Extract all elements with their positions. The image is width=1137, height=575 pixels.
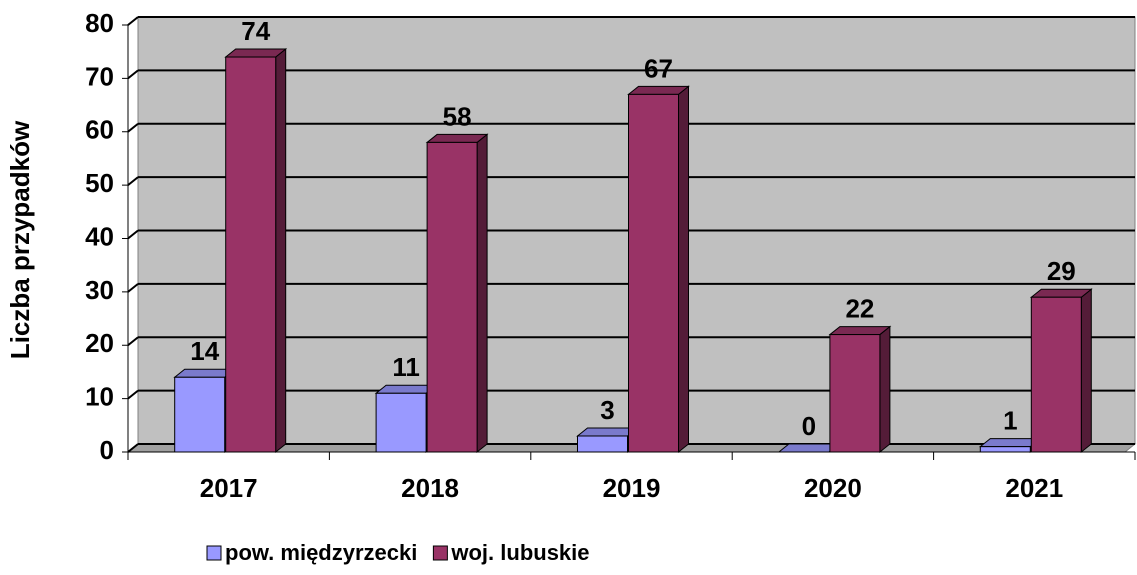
grid-line: [127, 336, 139, 347]
y-tick-label: 60: [85, 115, 114, 145]
data-label: 0: [802, 411, 816, 441]
data-label: 29: [1047, 256, 1076, 286]
bar-top: [627, 85, 690, 95]
grid-line: [127, 122, 139, 133]
grid-line: [127, 69, 139, 80]
data-label: 14: [190, 336, 219, 366]
bar: [829, 334, 881, 453]
data-label: 11: [392, 352, 420, 382]
grid-line: [127, 389, 139, 400]
y-tick-label: 0: [100, 435, 114, 465]
bar-side: [275, 47, 287, 454]
grid-line: [127, 229, 139, 240]
x-tick-label: 2017: [200, 473, 258, 503]
y-tick-label: 50: [85, 168, 114, 198]
bar-side: [476, 133, 488, 454]
y-tick-label: 30: [85, 275, 114, 305]
data-label: 1: [1003, 406, 1017, 436]
data-label: 22: [845, 293, 874, 323]
legend-swatch: [206, 545, 222, 561]
bar: [628, 93, 679, 453]
x-tick-label: 2018: [401, 473, 459, 503]
legend-label: pow. międzyrzecki: [225, 540, 417, 565]
grid-line: [127, 16, 139, 26]
x-tick-label: 2021: [1005, 473, 1063, 503]
bar: [577, 435, 628, 453]
y-tick-label: 80: [85, 8, 114, 38]
bar: [979, 446, 1031, 453]
bar: [174, 376, 226, 453]
bar: [426, 141, 478, 453]
data-label: 67: [644, 53, 673, 83]
bar: [375, 392, 427, 453]
bar-side: [1080, 288, 1092, 454]
bar-side: [678, 85, 689, 454]
data-label: 3: [600, 395, 614, 425]
grid-line: [127, 443, 139, 453]
bar-side: [879, 325, 891, 454]
y-tick-label: 10: [85, 382, 114, 412]
y-tick-label: 20: [85, 328, 114, 358]
x-tick-label: 2019: [603, 473, 661, 503]
grid-line: [127, 176, 139, 186]
data-label: 74: [241, 16, 270, 46]
legend-swatch: [432, 545, 448, 561]
bar: [1030, 296, 1082, 453]
grid-line: [127, 283, 139, 293]
bar: [225, 56, 277, 453]
x-tick-label: 2020: [804, 473, 862, 503]
y-tick-label: 70: [85, 61, 114, 91]
data-label: 58: [443, 101, 472, 131]
bar-top: [224, 48, 288, 58]
bar-top: [828, 326, 892, 336]
y-tick-label: 40: [85, 221, 114, 251]
bar-top: [1029, 288, 1093, 298]
y-axis-label: Liczba przypadków: [5, 120, 35, 359]
legend-label: woj. lubuskie: [450, 540, 589, 565]
bar-top: [425, 133, 489, 143]
